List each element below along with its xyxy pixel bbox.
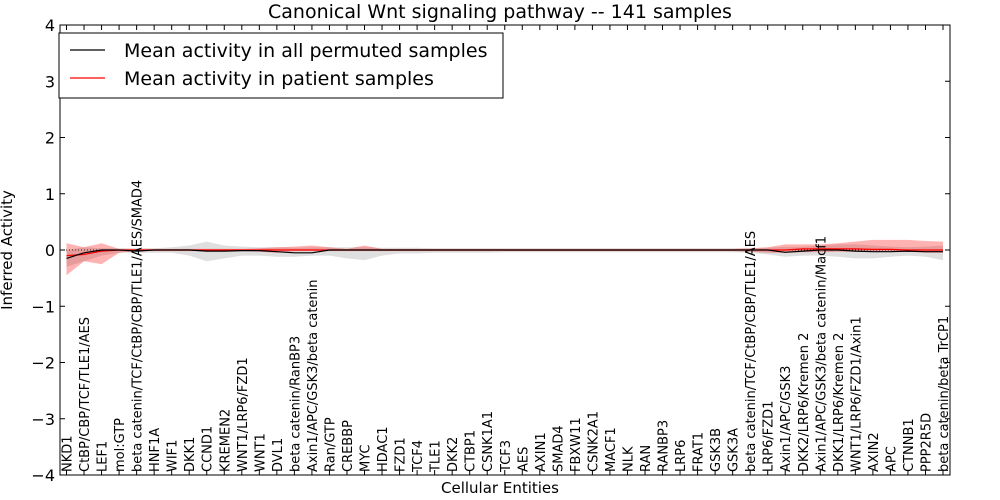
x-category-label: DKK2 — [446, 437, 461, 472]
x-category-label: NKD1 — [61, 435, 76, 472]
x-category-label: HNF1A — [148, 428, 163, 472]
x-category-label: CTBP1 — [464, 430, 479, 472]
y-tick-label: 1 — [45, 185, 55, 204]
x-category-label: AES — [516, 447, 531, 472]
x-category-label: CREBBP — [341, 420, 356, 472]
y-axis-title: Inferred Activity — [0, 190, 16, 310]
y-tick-label: 4 — [45, 16, 55, 35]
series-line-permuted — [66, 249, 943, 259]
x-axis-title: Cellular Entities — [441, 479, 559, 497]
band-permuted — [66, 241, 943, 267]
x-category-label: WNT1/LRP6/FZD1 — [236, 357, 251, 472]
x-category-label: LRP6 — [674, 440, 689, 472]
y-tick-label: −1 — [31, 297, 55, 316]
x-category-label: mol:GTP — [113, 418, 128, 472]
x-category-label: beta catenin/beta TrCP1 — [937, 316, 952, 472]
confidence-bands — [66, 239, 943, 276]
legend-box — [58, 32, 504, 99]
x-category-label: CTNNB1 — [902, 418, 917, 472]
x-category-label: TCF4 — [411, 440, 426, 473]
x-category-label: beta catenin/TCF/CtBP/CBP/TLE1/AES/SMAD4 — [131, 180, 146, 472]
x-category-label: HDAC1 — [376, 426, 391, 472]
y-tick-label: 0 — [45, 241, 55, 260]
x-category-label: FRAT1 — [692, 432, 707, 472]
x-category-label: AXIN2 — [867, 432, 882, 472]
x-category-label: WNT1 — [253, 433, 268, 472]
x-category-label: APC — [884, 446, 899, 472]
y-tick-label: 3 — [45, 72, 55, 91]
y-tick-label: 2 — [45, 129, 55, 148]
x-category-label: TCF3 — [499, 440, 514, 473]
x-category-label: Axin1/APC/GSK3/beta catenin — [306, 279, 321, 472]
x-category-label: RAN — [639, 445, 654, 472]
x-category-label: Axin1/APC/GSK3/beta catenin/Macf1 — [814, 236, 829, 472]
band-patient — [66, 239, 943, 276]
x-category-label: FBXW11 — [569, 417, 584, 472]
x-category-label: TLE1 — [429, 440, 444, 473]
x-category-label: LRP6/FZD1 — [762, 401, 777, 472]
y-tick-label: −3 — [31, 410, 55, 429]
y-tick-label: −2 — [31, 354, 55, 373]
series-lines — [66, 248, 943, 259]
x-category-label: beta catenin/RanBP3 — [288, 336, 303, 472]
x-category-label: LEF1 — [96, 441, 111, 472]
x-category-label: CSNK2A1 — [586, 411, 601, 472]
x-category-label: KREMEN2 — [218, 409, 233, 472]
x-category-label: NLK — [621, 446, 636, 472]
x-category-label: RANBP3 — [657, 420, 672, 472]
x-category-label: WNT1/LRP6/FZD1/Axin1 — [849, 316, 864, 472]
x-axis-ticks — [66, 25, 944, 475]
x-category-label: AXIN1 — [534, 432, 549, 472]
x-category-label: beta catenin/TCF/CtBP/CBP/TLE1/AES — [744, 231, 759, 472]
x-category-label: PPP2R5D — [919, 413, 934, 472]
x-category-label: GSK3B — [709, 428, 724, 472]
x-category-label: WIF1 — [166, 440, 181, 472]
x-category-label: MACF1 — [604, 427, 619, 472]
y-axis-ticks: −4 −3 −2 −1 0 1 2 3 4 — [31, 16, 950, 485]
y-tick-label: −4 — [31, 466, 55, 485]
x-category-label: MYC — [359, 444, 374, 472]
x-category-label: GSK3A — [727, 428, 742, 472]
x-category-label: CCND1 — [201, 426, 216, 472]
x-category-label: CtBP/CBP/TCF/TLE1/AES — [78, 317, 93, 472]
x-category-label: Axin1/APC/GSK3 — [779, 366, 794, 472]
x-category-label: DKK2/LRP6/Kremen 2 — [797, 333, 812, 472]
legend-label-permuted: Mean activity in all permuted samples — [124, 40, 487, 62]
chart-title: Canonical Wnt signaling pathway -- 141 s… — [268, 1, 732, 23]
x-category-label: DKK1 — [183, 437, 198, 472]
x-category-label: CSNK1A1 — [481, 411, 496, 472]
legend: Mean activity in all permuted samples Me… — [58, 32, 504, 99]
x-category-label: Ran/GTP — [323, 417, 338, 472]
x-category-labels: NKD1 CtBP/CBP/TCF/TLE1/AES LEF1 mol:GTP beta… — [61, 180, 953, 473]
x-category-label: FZD1 — [394, 437, 409, 472]
x-category-label: DKK1/LRP6/Kremen 2 — [832, 333, 847, 472]
legend-label-patient: Mean activity in patient samples — [124, 68, 434, 90]
x-category-label: SMAD4 — [551, 425, 566, 472]
x-category-label: DVL1 — [271, 438, 286, 472]
